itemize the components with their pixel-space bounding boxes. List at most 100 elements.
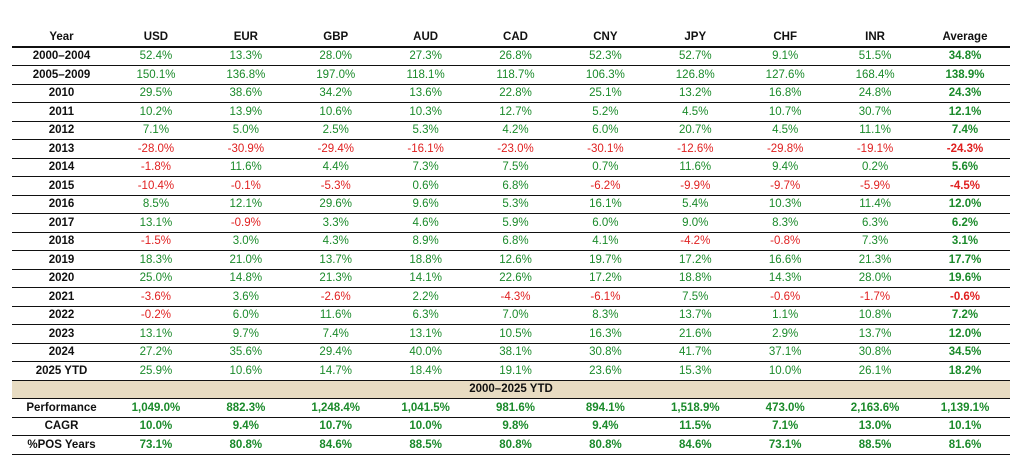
value-cell: 1,248.4% [290,398,381,418]
value-cell: 18.3% [111,250,201,270]
column-header-average: Average [920,28,1010,48]
value-cell: 8.3% [740,213,831,233]
value-cell: 4.6% [380,213,471,233]
value-cell: 5.2% [560,102,651,122]
value-cell: -16.1% [380,139,471,159]
value-cell: 22.6% [470,269,561,288]
average-cell: 10.1% [920,417,1010,436]
value-cell: 0.2% [830,158,921,177]
value-cell: 9.6% [380,195,471,214]
value-cell: 1,518.9% [650,398,741,418]
value-cell: 10.0% [740,361,831,381]
average-cell: 12.0% [920,195,1010,214]
value-cell: 11.1% [830,121,921,140]
value-cell: 20.7% [650,121,741,140]
value-cell: 127.6% [740,65,831,85]
value-cell: 84.6% [290,435,381,455]
row-label: 2018 [12,232,111,251]
value-cell: 6.0% [560,121,651,140]
average-cell: 6.2% [920,213,1010,233]
value-cell: 10.0% [380,417,471,436]
value-cell: 73.1% [740,435,831,455]
value-cell: 9.4% [740,158,831,177]
value-cell: -19.1% [830,139,921,159]
value-cell: -5.9% [830,176,921,196]
value-cell: 13.2% [650,84,741,103]
value-cell: 21.6% [650,324,741,344]
value-cell: 197.0% [290,65,381,85]
value-cell: 168.4% [830,65,921,85]
value-cell: 5.3% [470,195,561,214]
value-cell: 52.4% [111,46,201,66]
value-cell: 37.1% [740,343,831,362]
value-cell: 26.1% [830,361,921,381]
row-label: CAGR [12,417,111,436]
average-cell: 138.9% [920,65,1010,85]
value-cell: 27.3% [380,46,471,66]
value-cell: 13.1% [111,324,201,344]
value-cell: 23.6% [560,361,651,381]
average-cell: 17.7% [920,250,1010,270]
value-cell: 30.7% [830,102,921,122]
value-cell: 18.8% [650,269,741,288]
value-cell: 10.2% [111,102,201,122]
value-cell: -9.7% [740,176,831,196]
table-row: 2017 13.1% -0.9% 3.3% 4.6% 5.9% 6.0% 9.0% 8.3% 6.… [12,213,1010,233]
value-cell: 16.1% [560,195,651,214]
row-label: 2000–2004 [12,46,111,66]
value-cell: 29.5% [111,84,201,103]
value-cell: 80.8% [200,435,291,455]
column-header-eur: EUR [200,28,291,48]
row-label: 2012 [12,121,111,140]
value-cell: 17.2% [650,250,741,270]
value-cell: -29.8% [740,139,831,159]
table-row: 2010 29.5% 38.6% 34.2% 13.6% 22.8% 25.1% 13.2% 1… [12,84,1010,103]
value-cell: 13.6% [380,84,471,103]
header-row: Year USD EUR GBP AUD CAD CNY JPY CHF INR Average [12,28,1010,48]
value-cell: 10.8% [830,306,921,325]
value-cell: 882.3% [200,398,291,418]
value-cell: 4.5% [740,121,831,140]
summary-row: Performance 1,049.0% 882.3% 1,248.4% 1,041.5… [12,398,1010,418]
value-cell: 7.1% [111,121,201,140]
value-cell: 1.1% [740,306,831,325]
value-cell: 2,163.6% [830,398,921,418]
value-cell: 51.5% [830,46,921,66]
value-cell: 9.1% [740,46,831,66]
value-cell: 13.7% [290,250,381,270]
value-cell: 118.7% [470,65,561,85]
table-row: 2024 27.2% 35.6% 29.4% 40.0% 38.1% 30.8% 41.7% 3… [12,343,1010,362]
value-cell: -2.6% [290,287,381,307]
value-cell: -29.4% [290,139,381,159]
column-header-cny: CNY [560,28,651,48]
value-cell: 1,041.5% [380,398,471,418]
value-cell: 16.6% [740,250,831,270]
average-cell: 19.6% [920,269,1010,288]
value-cell: 4.3% [290,232,381,251]
value-cell: 40.0% [380,343,471,362]
table-row: 2025 YTD 25.9% 10.6% 14.7% 18.4% 19.1% 23.6% 15… [12,361,1010,381]
value-cell: -9.9% [650,176,741,196]
average-cell: 12.1% [920,102,1010,122]
table-row: 2021 -3.6% 3.6% -2.6% 2.2% -4.3% -6.1% 7.5% -0.6… [12,287,1010,307]
average-cell: -4.5% [920,176,1010,196]
value-cell: 7.3% [380,158,471,177]
value-cell: 7.4% [290,324,381,344]
table-row: 2020 25.0% 14.8% 21.3% 14.1% 22.6% 17.2% 18.8% 1… [12,269,1010,288]
average-cell: 24.3% [920,84,1010,103]
value-cell: 7.5% [650,287,741,307]
value-cell: 11.6% [650,158,741,177]
value-cell: 13.7% [650,306,741,325]
value-cell: 2.9% [740,324,831,344]
row-label: 2023 [12,324,111,344]
value-cell: -0.1% [200,176,291,196]
value-cell: 6.3% [830,213,921,233]
value-cell: 10.0% [111,417,201,436]
value-cell: -0.6% [740,287,831,307]
table-row: 2018 -1.5% 3.0% 4.3% 8.9% 6.8% 4.1% -4.2% -0.8% 7… [12,232,1010,251]
value-cell: 3.0% [200,232,291,251]
value-cell: 3.6% [200,287,291,307]
value-cell: 26.8% [470,46,561,66]
value-cell: 9.4% [560,417,651,436]
value-cell: 24.8% [830,84,921,103]
